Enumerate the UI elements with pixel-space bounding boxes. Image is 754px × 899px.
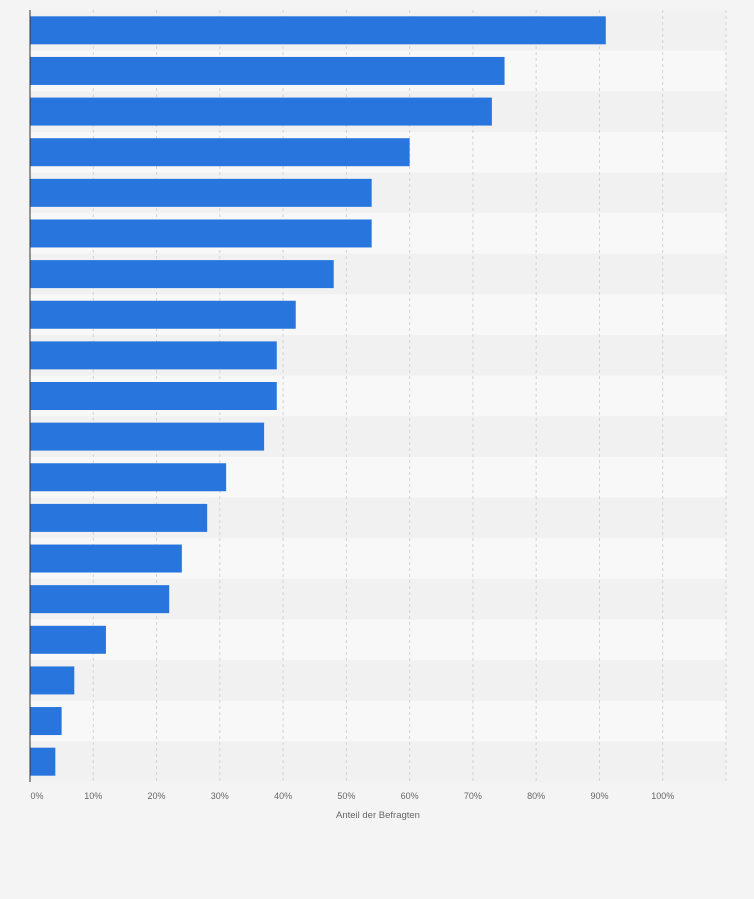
x-tick-label: 30% (211, 791, 229, 801)
x-tick-label: 80% (527, 791, 545, 801)
bar (30, 747, 56, 776)
bar (30, 300, 296, 329)
x-tick-label: 20% (148, 791, 166, 801)
bar (30, 382, 277, 410)
bar (30, 178, 372, 207)
x-tick-label: 70% (464, 791, 482, 801)
bar (30, 422, 265, 451)
bar (30, 56, 505, 85)
x-tick-label: 100% (651, 791, 674, 801)
bar (30, 707, 62, 736)
bar (30, 260, 334, 289)
bar (30, 544, 182, 573)
bars (30, 16, 606, 776)
bar (30, 463, 227, 492)
row-band (30, 619, 726, 661)
x-axis-title: Anteil der Befragten (336, 810, 420, 821)
row-band (30, 700, 726, 742)
bar (30, 503, 208, 532)
bar (30, 625, 106, 654)
x-tick-label: 40% (274, 791, 292, 801)
bar (30, 138, 410, 167)
bar (30, 666, 75, 695)
x-tick-label: 10% (84, 791, 102, 801)
x-tick-label: 50% (337, 791, 355, 801)
row-band (30, 741, 726, 782)
x-tick-label: 90% (590, 791, 608, 801)
row-band (30, 660, 726, 701)
x-tick-label: 60% (401, 791, 419, 801)
bar (30, 341, 277, 370)
bar (30, 219, 372, 248)
bar (30, 16, 606, 45)
bar (30, 97, 492, 126)
x-tick-label: 0% (30, 791, 43, 801)
x-axis-ticks: 0% 10% 20% 30% 40% 50% 60% 70% 80% 90% 100% (30, 791, 674, 801)
bar (30, 585, 170, 614)
